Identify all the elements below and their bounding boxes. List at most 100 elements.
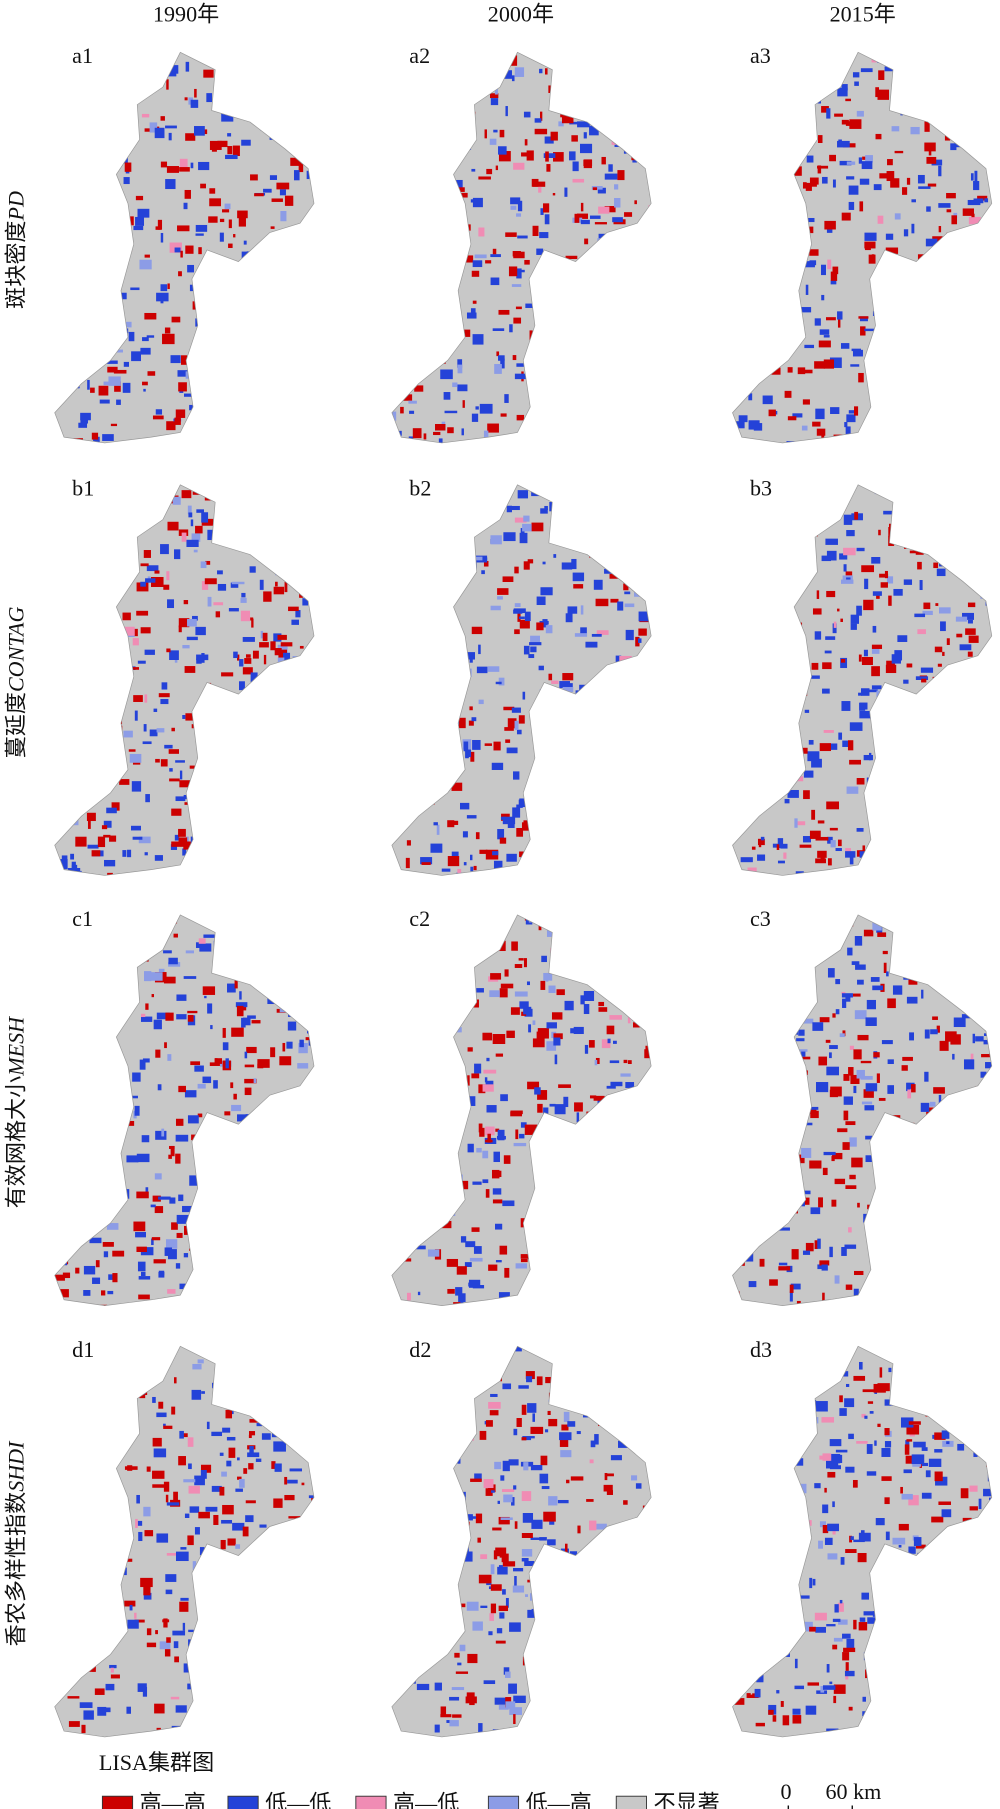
map-patch <box>144 937 154 940</box>
map-patch <box>460 192 468 198</box>
map-patch <box>261 1116 265 1122</box>
map-patch <box>994 1073 1000 1077</box>
map-patch <box>100 1399 112 1411</box>
map-patch <box>78 1548 89 1558</box>
map-patch <box>413 1224 417 1231</box>
map-patch <box>412 280 418 284</box>
map-patch <box>872 591 882 596</box>
map-patch <box>239 960 246 965</box>
map-patch <box>474 1063 482 1074</box>
map-patch <box>82 747 86 753</box>
map-patch <box>885 1531 890 1541</box>
map-patch <box>849 1174 856 1180</box>
map-patch <box>190 519 194 527</box>
map-patch <box>638 109 648 119</box>
map-patch <box>985 1220 992 1226</box>
map-patch <box>218 1253 224 1262</box>
map-patch <box>789 551 793 562</box>
map-patch <box>906 1424 920 1435</box>
map-patch <box>183 1253 189 1258</box>
map-patch <box>492 485 501 489</box>
map-patch <box>225 154 238 160</box>
map-patch <box>259 936 267 940</box>
map-patch <box>412 274 425 283</box>
map-patch <box>303 1252 310 1262</box>
map-patch <box>423 1488 437 1498</box>
map-patch <box>599 1554 607 1564</box>
map-patch <box>319 707 329 712</box>
map-patch <box>750 276 759 284</box>
map-patch <box>426 1577 435 1586</box>
map-patch <box>544 1429 549 1433</box>
map-patch <box>581 955 593 962</box>
map-patch <box>779 1620 783 1630</box>
map-patch <box>827 1471 836 1478</box>
map-patch <box>859 702 866 711</box>
row-label-name: 斑块密度 <box>4 221 29 309</box>
map-patch <box>443 564 450 568</box>
map-patch <box>265 363 275 371</box>
map-patch <box>747 177 759 182</box>
map-patch <box>435 423 446 431</box>
map-patch <box>156 1533 169 1543</box>
map-patch <box>967 705 975 714</box>
map-patch <box>639 427 647 431</box>
map-patch <box>994 1489 1000 1498</box>
map-patch <box>87 819 91 829</box>
map-patch <box>623 1545 631 1551</box>
map-patch <box>514 67 525 77</box>
map-patch <box>213 1514 219 1525</box>
map-patch <box>526 981 530 986</box>
map-patch <box>485 1189 490 1198</box>
map-patch <box>772 66 782 76</box>
map-patch <box>655 861 667 870</box>
map-patch <box>877 421 883 429</box>
map-patch <box>960 1488 969 1499</box>
map-patch <box>302 820 314 824</box>
map-patch <box>189 1175 200 1186</box>
map-patch <box>747 1200 757 1203</box>
map-patch <box>548 1666 556 1672</box>
map-patch <box>239 1692 243 1697</box>
map-patch <box>944 427 949 433</box>
map-patch <box>175 1306 187 1313</box>
map-patch <box>867 1401 874 1404</box>
map-patch <box>55 581 68 586</box>
map-patch <box>116 1419 126 1427</box>
map-patch <box>848 1433 854 1440</box>
map-patch <box>178 837 188 843</box>
map-patch <box>865 1229 870 1235</box>
map-patch <box>523 515 530 522</box>
map-patch <box>542 619 548 628</box>
map-patch <box>898 839 903 847</box>
map-patch <box>293 566 306 570</box>
map-patch <box>59 1171 63 1179</box>
map-patch <box>442 1074 447 1079</box>
map-patch <box>769 1054 775 1063</box>
map-patch <box>833 1637 843 1642</box>
map-patch <box>262 1398 274 1409</box>
map-patch <box>984 998 988 1009</box>
map-patch <box>233 234 236 238</box>
map-patch <box>316 1255 320 1261</box>
map-patch <box>125 957 131 964</box>
map-patch <box>606 94 616 105</box>
map-patch <box>424 800 435 805</box>
map-patch <box>918 186 931 189</box>
map-patch <box>528 1024 532 1033</box>
map-patch <box>296 1406 308 1410</box>
map-patch <box>543 203 550 213</box>
map-patch <box>570 1476 584 1481</box>
map-patch <box>901 515 909 525</box>
map-patch <box>884 1441 892 1448</box>
map-patch <box>577 318 582 328</box>
map-patch <box>274 1537 283 1548</box>
map-patch <box>539 689 547 698</box>
map-patch <box>313 1541 314 1546</box>
map-patch <box>247 399 254 404</box>
map-patch <box>479 1127 485 1137</box>
map-patch <box>962 726 968 735</box>
map-patch <box>638 1558 648 1565</box>
map-patch <box>592 187 598 191</box>
map-patch <box>167 1249 177 1260</box>
